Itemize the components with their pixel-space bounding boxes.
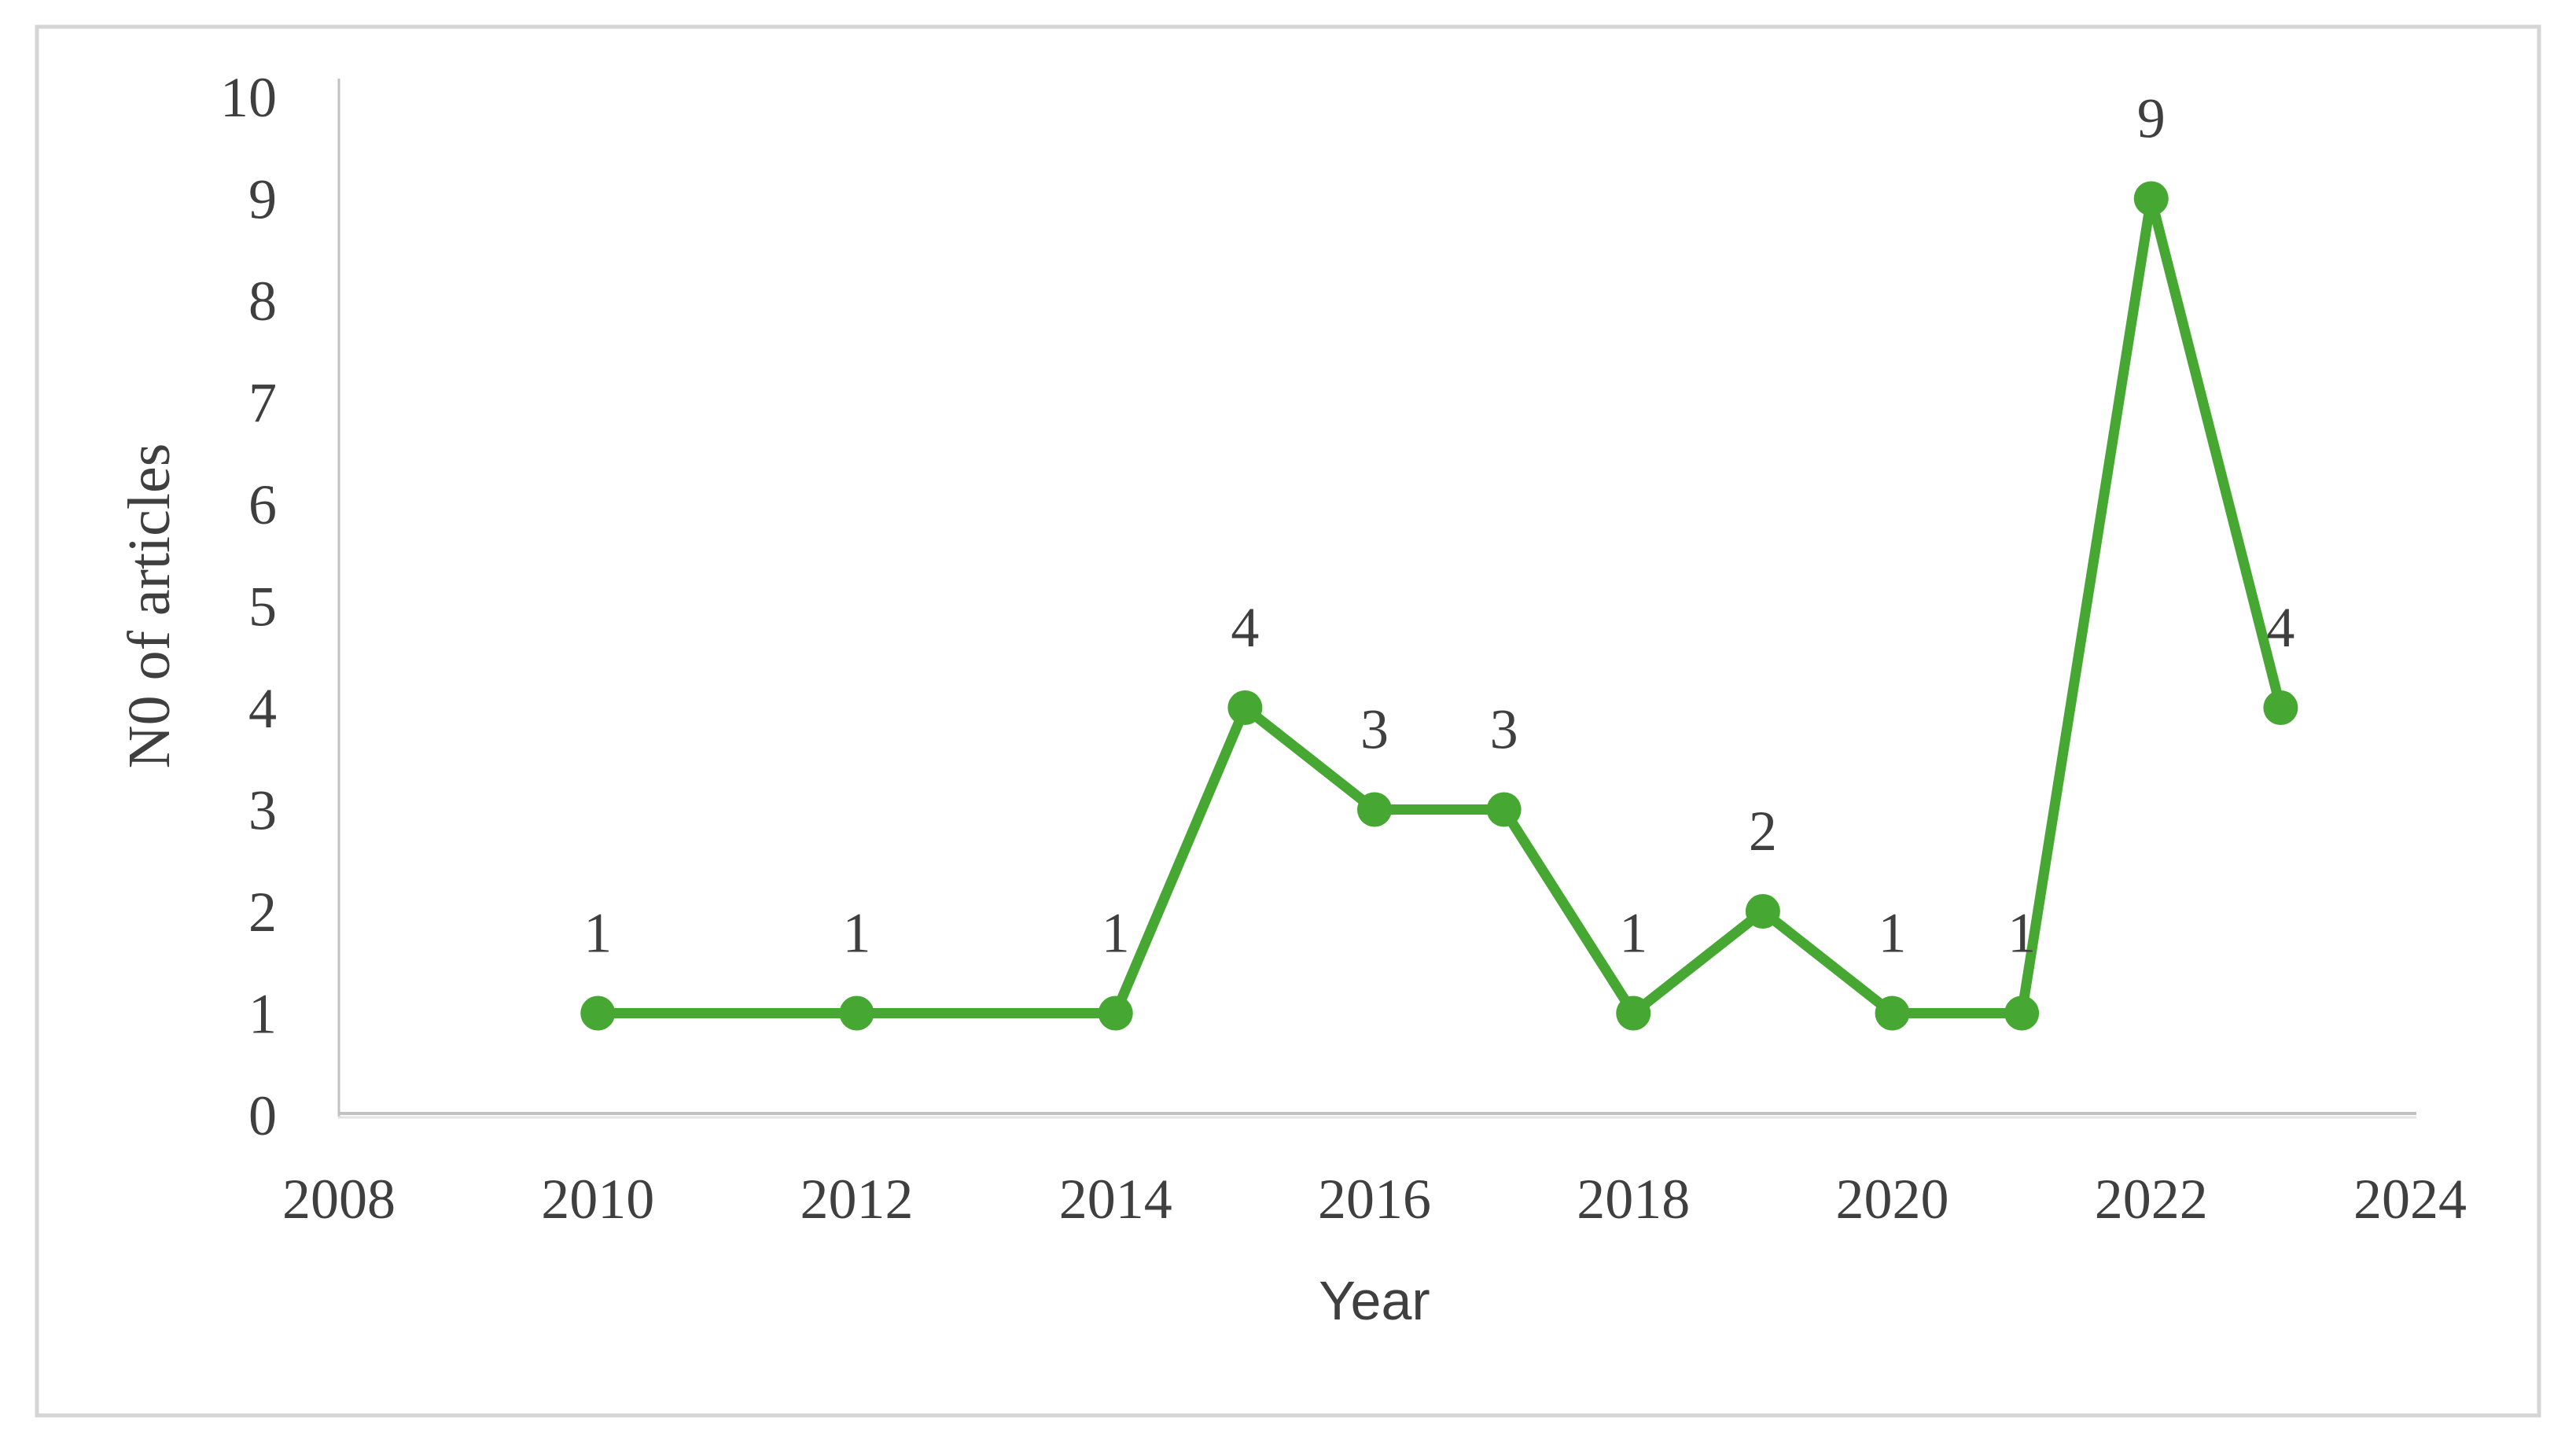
data-point-label: 1 <box>1619 902 1647 965</box>
data-point-label: 1 <box>2007 902 2036 965</box>
data-point-label: 3 <box>1490 698 1518 761</box>
x-tick-label: 2016 <box>1318 1168 1431 1231</box>
x-tick-label: 2018 <box>1577 1168 1690 1231</box>
data-point-label: 1 <box>1879 902 1907 965</box>
data-point-marker <box>839 995 874 1031</box>
y-axis-tick-labels: 0 1 2 3 4 5 6 7 8 9 10 <box>220 66 277 1147</box>
data-point-label: 1 <box>583 902 612 965</box>
data-point-label: 3 <box>1360 698 1389 761</box>
y-tick-label: 7 <box>248 372 277 435</box>
y-tick-label: 9 <box>248 168 277 231</box>
data-point-marker <box>1357 792 1392 827</box>
x-tick-label: 2024 <box>2353 1168 2467 1231</box>
y-tick-label: 1 <box>248 983 277 1046</box>
data-point-marker <box>580 995 616 1031</box>
y-axis-title: N0 of articles <box>116 443 182 769</box>
series-line <box>592 193 2286 1018</box>
data-point-marker <box>1486 792 1522 827</box>
x-tick-label: 2022 <box>2095 1168 2208 1231</box>
y-tick-label: 2 <box>248 881 277 944</box>
x-tick-label: 2012 <box>800 1168 914 1231</box>
data-point-marker <box>2263 690 2298 725</box>
y-tick-label: 0 <box>248 1084 277 1147</box>
chart-border <box>35 24 2541 1418</box>
x-tick-label: 2014 <box>1059 1168 1172 1231</box>
y-tick-label: 4 <box>248 677 277 740</box>
data-point-marker <box>1227 690 1263 725</box>
data-point-marker <box>1098 995 1133 1031</box>
y-tick-label: 6 <box>248 473 277 536</box>
y-tick-label: 3 <box>248 779 277 842</box>
data-point-marker <box>1875 995 1910 1031</box>
data-point-marker <box>1745 894 1780 929</box>
y-tick-label: 10 <box>220 66 277 129</box>
data-point-marker <box>2133 181 2169 216</box>
data-point-label: 2 <box>1749 800 1777 863</box>
x-axis-tick-labels: 2008 2010 2012 2014 2016 2018 2020 2022 2024 <box>282 1168 2467 1231</box>
data-point-label: 9 <box>2137 87 2166 150</box>
y-tick-label: 8 <box>248 270 277 333</box>
data-point-label: 4 <box>1231 596 1259 659</box>
x-tick-label: 2008 <box>282 1168 396 1231</box>
data-point-label: 1 <box>843 902 871 965</box>
x-axis-title: Year <box>1319 1270 1430 1331</box>
x-tick-label: 2020 <box>1836 1168 1949 1231</box>
y-tick-label: 5 <box>248 576 277 639</box>
x-tick-label: 2010 <box>541 1168 654 1231</box>
series-markers <box>580 181 2298 1031</box>
data-point-marker <box>2004 995 2040 1031</box>
data-point-label: 4 <box>2266 596 2294 659</box>
data-point-marker <box>1616 995 1651 1031</box>
data-point-label: 1 <box>1102 902 1130 965</box>
series-data-labels: 1 1 1 4 3 3 1 2 1 1 9 4 <box>583 87 2294 965</box>
